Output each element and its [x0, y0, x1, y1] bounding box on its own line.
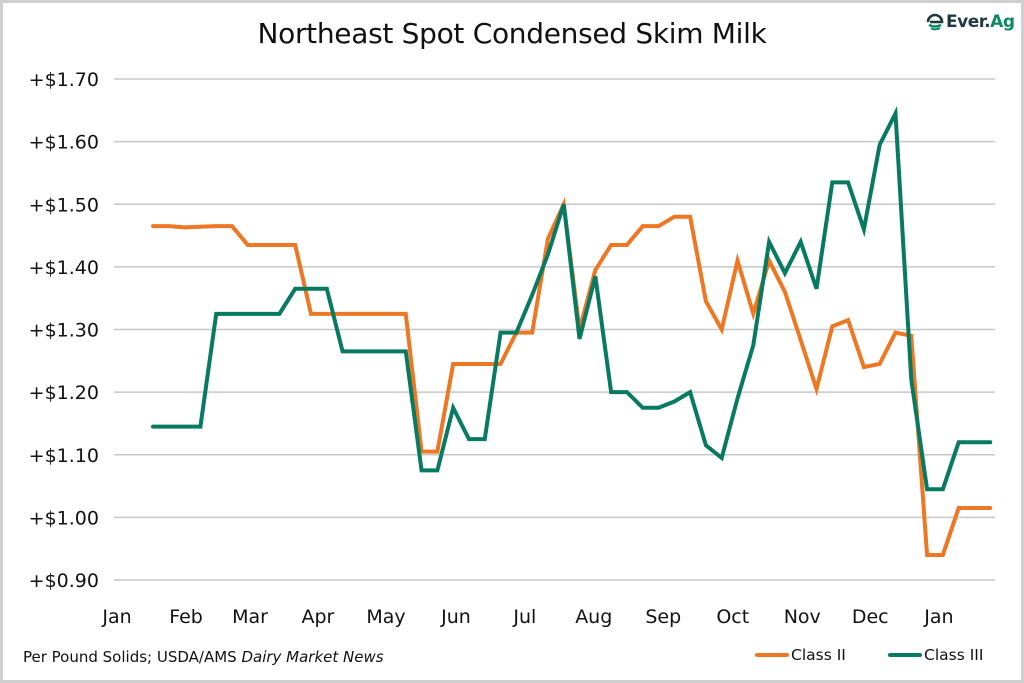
x-tick-label: Aug: [575, 606, 612, 628]
x-tick-label: Feb: [169, 606, 203, 628]
x-tick-label: Sep: [645, 606, 681, 628]
x-tick-label: Jan: [923, 606, 953, 628]
y-tick-label: +$1.40: [29, 257, 99, 279]
x-tick-label: Oct: [716, 606, 749, 628]
y-tick-label: +$1.20: [29, 382, 99, 404]
series-lines: [151, 105, 993, 557]
series-line-class-iii: [151, 105, 993, 492]
legend-item-class-ii: Class II: [755, 646, 846, 664]
y-tick-label: +$1.30: [29, 320, 99, 342]
y-tick-label: +$0.90: [29, 570, 99, 592]
logo-text: Ever.Ag: [946, 12, 1015, 32]
gridlines: [114, 78, 995, 581]
everag-logo: Ever.Ag: [926, 12, 1015, 32]
x-tick-label: Dec: [852, 606, 889, 628]
legend-label-class-ii: Class II: [791, 646, 846, 664]
legend-swatch-class-iii: [888, 653, 922, 657]
everag-logo-icon: [926, 13, 944, 31]
source-note: Per Pound Solids; USDA/AMS Dairy Market …: [23, 648, 384, 666]
source-text: Per Pound Solids; USDA/AMS: [23, 648, 242, 666]
x-tick-label: Nov: [784, 606, 821, 628]
y-tick-label: +$1.00: [29, 507, 99, 529]
x-tick-label: Mar: [232, 606, 268, 628]
logo-text-main: Ever.: [946, 12, 991, 32]
x-tick-label: Jun: [440, 606, 471, 628]
x-tick-label: May: [366, 606, 405, 628]
y-tick-label: +$1.70: [29, 69, 99, 91]
x-tick-label: Jul: [512, 606, 536, 628]
legend-item-class-iii: Class III: [888, 646, 983, 664]
legend-label-class-iii: Class III: [924, 646, 984, 664]
x-tick-label: Apr: [302, 606, 335, 628]
logo-text-accent: Ag: [990, 12, 1015, 32]
x-tick-label: Jan: [101, 606, 131, 628]
source-publication: Dairy Market News: [241, 648, 384, 666]
y-tick-label: +$1.60: [29, 132, 99, 154]
y-tick-label: +$1.50: [29, 194, 99, 216]
y-axis-ticks: +$1.70 +$1.60 +$1.50 +$1.40 +$1.30 +$1.20 +$1.…: [29, 69, 99, 592]
chart-title: Northeast Spot Condensed Skim Milk: [257, 17, 767, 50]
y-tick-label: +$1.10: [29, 445, 99, 467]
x-axis-ticks: Jan Feb Mar Apr May Jun Jul Aug Sep Oct Nov Dec Jan: [101, 606, 953, 628]
legend-swatch-class-ii: [755, 653, 789, 657]
